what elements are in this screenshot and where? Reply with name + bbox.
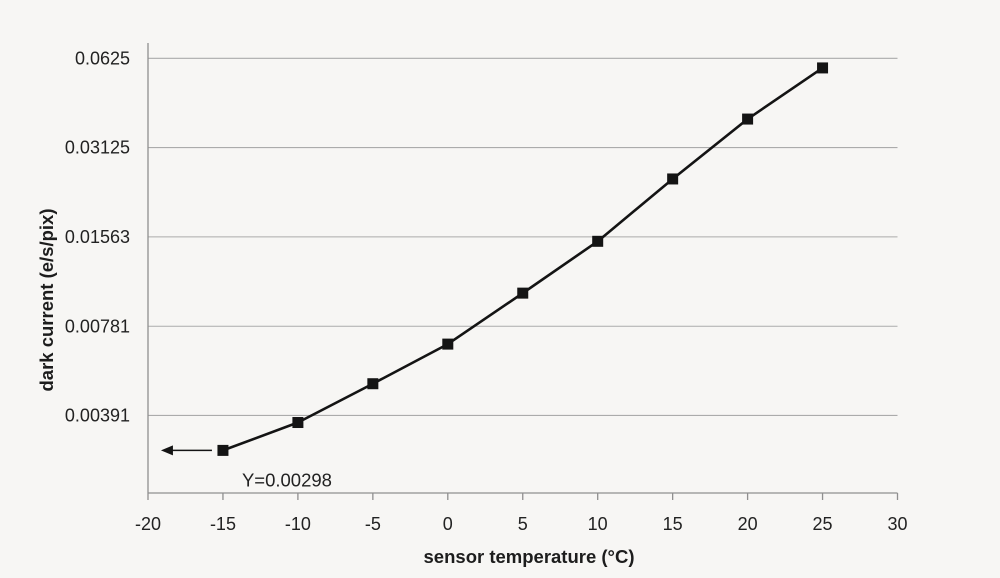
annotation-arrow-head xyxy=(160,445,173,456)
data-point-marker xyxy=(817,62,829,74)
x-tick-label: -5 xyxy=(365,514,381,534)
x-tick-label: 15 xyxy=(663,514,683,534)
data-point-marker xyxy=(742,113,754,125)
annotation-label: Y=0.00298 xyxy=(242,469,332,490)
y-tick-label: 0.00391 xyxy=(65,405,130,425)
y-tick-label: 0.0625 xyxy=(75,48,130,68)
x-tick-label: -15 xyxy=(210,514,236,534)
data-point-marker xyxy=(217,444,229,456)
x-tick-label: -20 xyxy=(135,514,161,534)
x-tick-label: 5 xyxy=(518,514,528,534)
y-tick-label: 0.03125 xyxy=(65,138,130,158)
y-axis-title: dark current (e/s/pix) xyxy=(36,208,57,392)
data-point-marker xyxy=(442,338,454,350)
x-tick-label: 25 xyxy=(813,514,833,534)
data-point-marker xyxy=(667,173,679,185)
data-point-marker xyxy=(517,287,529,299)
data-line xyxy=(221,66,824,452)
data-point-marker xyxy=(367,378,379,390)
data-point-marker xyxy=(592,235,604,247)
y-tick-label: 0.00781 xyxy=(65,316,130,336)
x-tick-label: 30 xyxy=(887,514,907,534)
x-tick-label: 0 xyxy=(443,514,453,534)
x-tick-label: 10 xyxy=(588,514,608,534)
x-tick-label: 20 xyxy=(738,514,758,534)
x-tick-label: -10 xyxy=(285,514,311,534)
y-tick-label: 0.01563 xyxy=(65,227,130,247)
data-point-marker xyxy=(292,417,304,429)
x-axis-title: sensor temperature (°C) xyxy=(423,546,635,567)
